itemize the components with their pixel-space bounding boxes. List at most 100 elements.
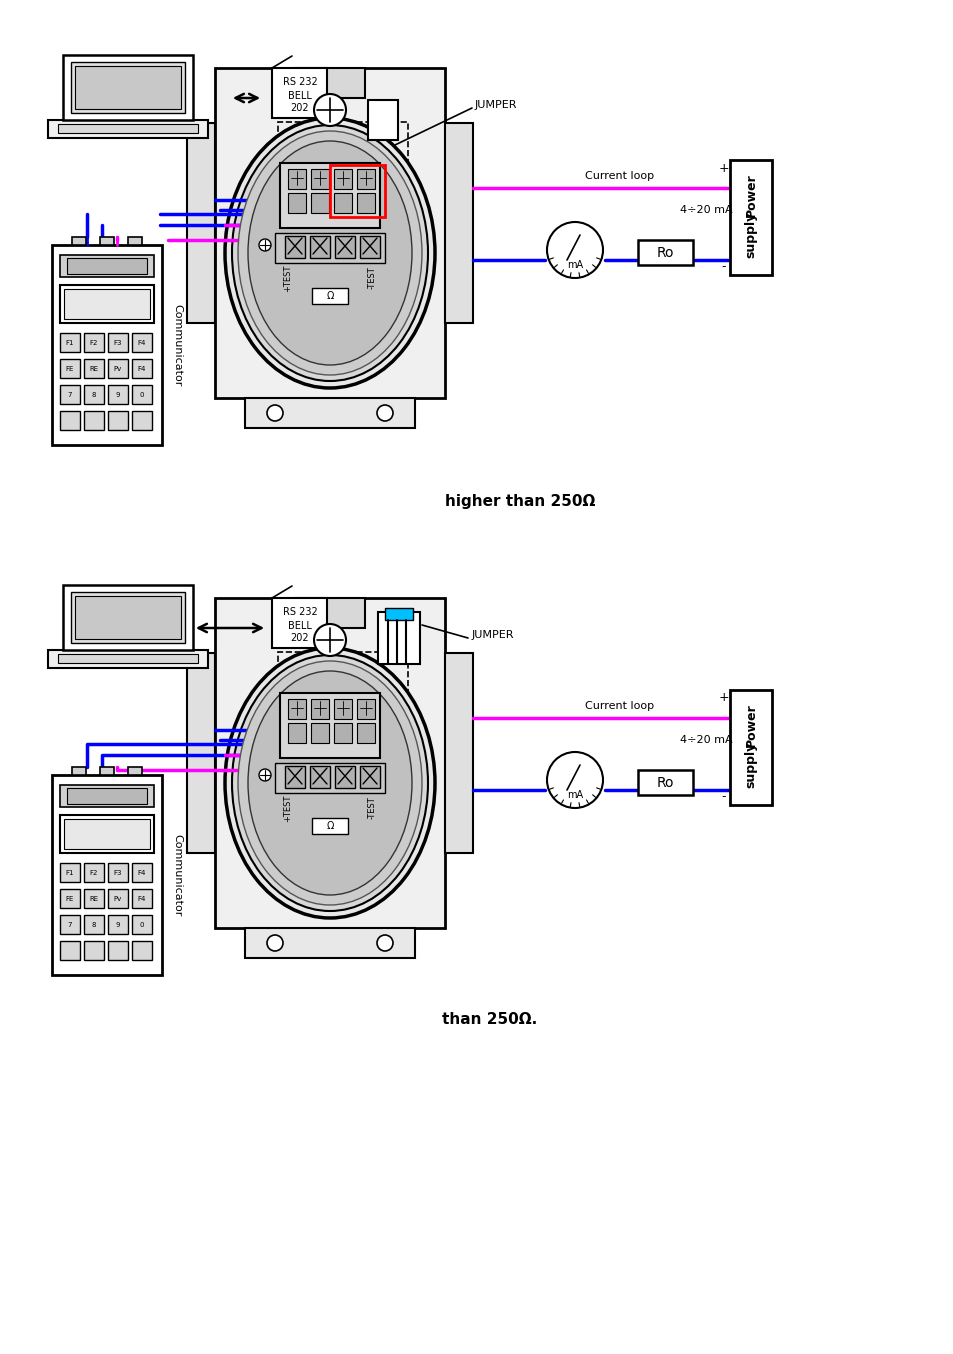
Text: mA: mA (566, 789, 582, 800)
Bar (311, 194, 329, 213)
Bar (63, 585, 193, 650)
Bar (71, 237, 86, 245)
Bar (67, 259, 147, 274)
Text: JUMPER: JUMPER (475, 100, 517, 110)
Bar (100, 237, 113, 245)
Text: -TEST: -TEST (367, 796, 376, 819)
Text: Communicator: Communicator (172, 303, 182, 386)
Bar (108, 359, 128, 378)
Bar (444, 653, 473, 853)
Bar (128, 766, 142, 774)
Bar (310, 766, 330, 788)
Bar (285, 766, 305, 788)
Bar (377, 612, 419, 663)
Text: Ro: Ro (656, 776, 673, 789)
Bar (288, 194, 306, 213)
Text: 202: 202 (291, 103, 309, 112)
Circle shape (376, 936, 393, 951)
Bar (71, 62, 185, 112)
Bar (108, 862, 128, 881)
Bar (310, 236, 330, 259)
Text: Ω: Ω (326, 291, 334, 301)
Text: 7: 7 (68, 922, 72, 927)
Circle shape (546, 751, 602, 808)
Bar (368, 100, 397, 139)
Bar (311, 169, 329, 190)
Text: Pv: Pv (113, 366, 122, 372)
Bar (100, 766, 113, 774)
Bar (60, 359, 80, 378)
Bar (132, 385, 152, 403)
Bar (272, 598, 327, 649)
Bar (359, 236, 379, 259)
Circle shape (258, 240, 271, 250)
Bar (272, 68, 327, 118)
Bar (132, 333, 152, 352)
Bar (334, 169, 352, 190)
Text: Power: Power (743, 173, 757, 217)
Text: supply: supply (743, 742, 757, 788)
Text: 0: 0 (139, 922, 144, 927)
Ellipse shape (225, 118, 435, 389)
Text: 4÷20 mA: 4÷20 mA (679, 735, 732, 745)
Text: higher than 250Ω: higher than 250Ω (444, 494, 595, 509)
Bar (280, 162, 379, 227)
Bar (311, 723, 329, 743)
Bar (58, 654, 198, 663)
Text: 7: 7 (68, 393, 72, 398)
Bar (60, 284, 153, 324)
Bar (335, 766, 355, 788)
Bar (444, 123, 473, 324)
Bar (214, 598, 444, 927)
Bar (108, 941, 128, 960)
Bar (288, 723, 306, 743)
Bar (48, 121, 208, 138)
Bar (67, 788, 147, 804)
Text: F4: F4 (137, 340, 146, 347)
Circle shape (314, 624, 346, 655)
Bar (108, 412, 128, 431)
Bar (75, 596, 181, 639)
Text: FE: FE (66, 896, 74, 902)
Bar (187, 123, 214, 324)
Bar (71, 592, 185, 643)
Text: +TEST: +TEST (283, 264, 293, 291)
Text: 9: 9 (115, 922, 120, 927)
Text: F2: F2 (90, 340, 98, 347)
Text: Pv: Pv (113, 896, 122, 902)
Bar (84, 359, 104, 378)
Text: F1: F1 (66, 340, 74, 347)
Bar (52, 774, 162, 975)
Ellipse shape (225, 649, 435, 918)
Bar (729, 691, 771, 806)
Text: 202: 202 (291, 634, 309, 643)
Circle shape (267, 405, 283, 421)
Bar (108, 890, 128, 909)
Bar (132, 412, 152, 431)
Text: -TEST: -TEST (367, 267, 376, 290)
Bar (58, 125, 198, 133)
Bar (60, 333, 80, 352)
Bar (356, 699, 375, 719)
Bar (311, 699, 329, 719)
Bar (356, 723, 375, 743)
Bar (60, 412, 80, 431)
Bar (330, 165, 385, 217)
Text: F3: F3 (113, 871, 122, 876)
Text: Ω: Ω (326, 821, 334, 831)
Bar (385, 608, 413, 620)
Circle shape (267, 936, 283, 951)
Bar (84, 385, 104, 403)
Text: -: - (721, 791, 725, 803)
Bar (108, 385, 128, 403)
Bar (245, 927, 415, 959)
Bar (285, 236, 305, 259)
Text: Current loop: Current loop (585, 171, 654, 181)
Bar (274, 764, 385, 793)
Text: FE: FE (66, 366, 74, 372)
Bar (60, 785, 153, 807)
Bar (84, 941, 104, 960)
Bar (277, 122, 408, 194)
Text: F4: F4 (137, 871, 146, 876)
Bar (132, 915, 152, 934)
